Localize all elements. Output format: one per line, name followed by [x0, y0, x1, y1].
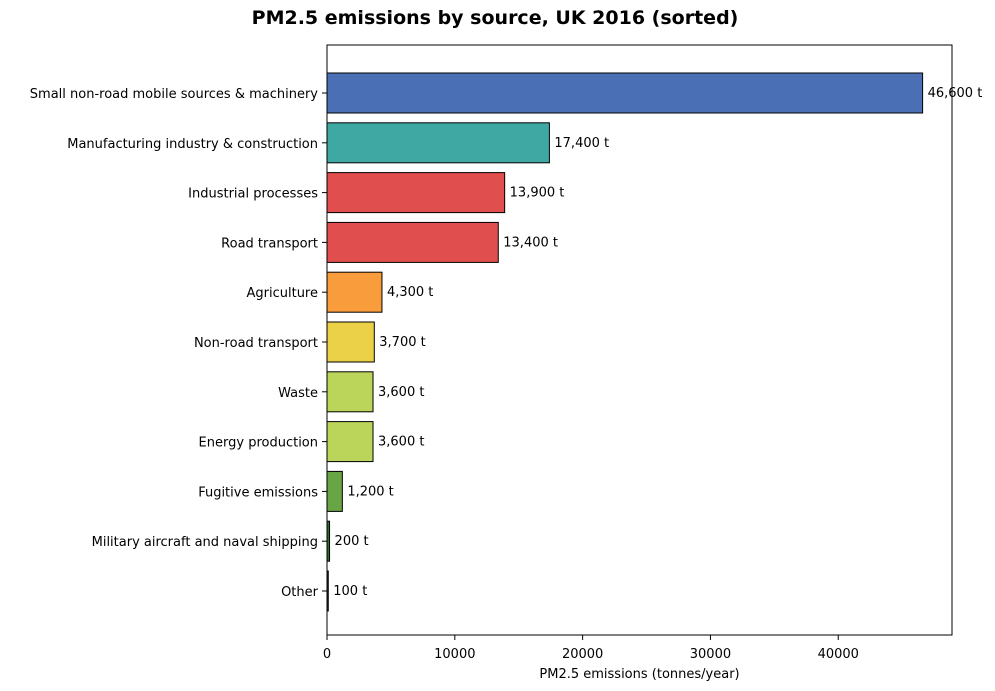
data-label: 3,600 t [378, 435, 424, 450]
y-tick-label: Non-road transport [194, 336, 318, 351]
bar [326, 72, 924, 114]
bar [326, 221, 499, 263]
y-tick-label: Manufacturing industry & construction [67, 137, 318, 152]
plot-frame [326, 44, 953, 636]
data-label: 17,400 t [554, 136, 609, 151]
data-label: 3,700 t [379, 335, 425, 350]
bar [326, 321, 375, 363]
chart-title: PM2.5 emissions by source, UK 2016 (sort… [251, 7, 739, 29]
data-label: 46,600 t [928, 86, 983, 101]
data-label: 13,900 t [510, 186, 565, 201]
y-tick-label: Other [281, 585, 319, 600]
x-axis-label: PM2.5 emissions (tonnes/year) [539, 667, 739, 682]
data-label: 13,400 t [503, 235, 558, 250]
bar [326, 172, 506, 214]
x-tick-label: 40000 [818, 647, 859, 662]
data-label: 4,300 t [387, 285, 433, 300]
y-tick-label: Waste [278, 386, 318, 401]
bar [326, 122, 550, 164]
y-tick-label: Small non-road mobile sources & machiner… [30, 87, 319, 102]
bar [326, 371, 374, 413]
data-label: 1,200 t [347, 484, 393, 499]
x-tick-label: 30000 [690, 647, 731, 662]
x-tick-label: 10000 [434, 647, 475, 662]
bar [326, 470, 343, 512]
bar [326, 271, 383, 313]
y-tick-label: Road transport [221, 236, 318, 251]
data-label: 200 t [335, 534, 369, 549]
y-tick-label: Energy production [199, 436, 318, 451]
x-tick-label: 0 [323, 647, 331, 662]
bar [326, 421, 374, 463]
data-label: 100 t [333, 584, 367, 599]
y-tick-label: Agriculture [247, 286, 319, 301]
y-tick-label: Industrial processes [188, 187, 318, 202]
y-tick-label: Military aircraft and naval shipping [92, 535, 318, 550]
x-tick-label: 20000 [562, 647, 603, 662]
data-label: 3,600 t [378, 385, 424, 400]
y-tick-label: Fugitive emissions [198, 485, 318, 500]
